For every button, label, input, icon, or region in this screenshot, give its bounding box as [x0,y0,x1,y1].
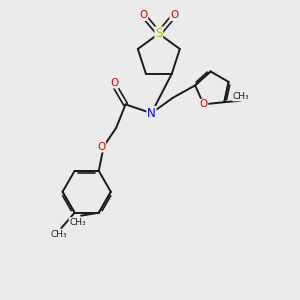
Text: CH₃: CH₃ [69,218,86,226]
Text: O: O [170,11,178,20]
Text: CH₃: CH₃ [233,92,249,101]
Text: N: N [147,107,156,120]
Text: O: O [200,99,208,109]
Text: O: O [110,78,118,88]
Text: S: S [155,27,163,40]
Text: O: O [140,11,148,20]
Text: O: O [97,142,106,152]
Text: CH₃: CH₃ [50,230,67,239]
